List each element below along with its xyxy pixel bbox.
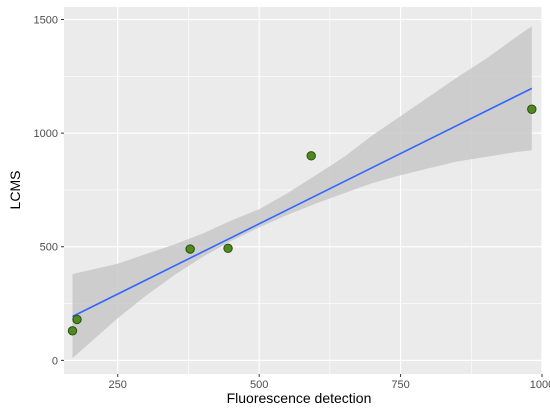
y-tick-label: 1500: [34, 14, 58, 26]
x-axis-title: Fluorescence detection: [227, 390, 372, 406]
y-axis-title: LCMS: [7, 171, 23, 210]
y-tick-label: 500: [40, 242, 58, 254]
data-point: [223, 243, 233, 254]
x-tick-label: 500: [250, 379, 268, 391]
x-tick-label: 750: [391, 379, 409, 391]
data-point: [67, 326, 78, 336]
data-point: [185, 244, 195, 254]
y-tick-label: 1000: [34, 128, 58, 140]
x-axis-ticks: 250 500 750 1000: [109, 374, 550, 391]
data-point: [306, 151, 316, 161]
data-point: [72, 314, 82, 325]
y-tick-label: 0: [52, 355, 58, 367]
x-tick-label: 1000: [530, 379, 550, 391]
grid-lines: [64, 7, 543, 374]
data-points: [67, 104, 537, 336]
x-tick-label: 250: [109, 379, 127, 391]
confidence-band: [72, 26, 532, 359]
regression-line: [72, 87, 533, 318]
y-axis-ticks: 0 500 1000 1500: [34, 14, 64, 367]
data-point: [527, 104, 537, 114]
